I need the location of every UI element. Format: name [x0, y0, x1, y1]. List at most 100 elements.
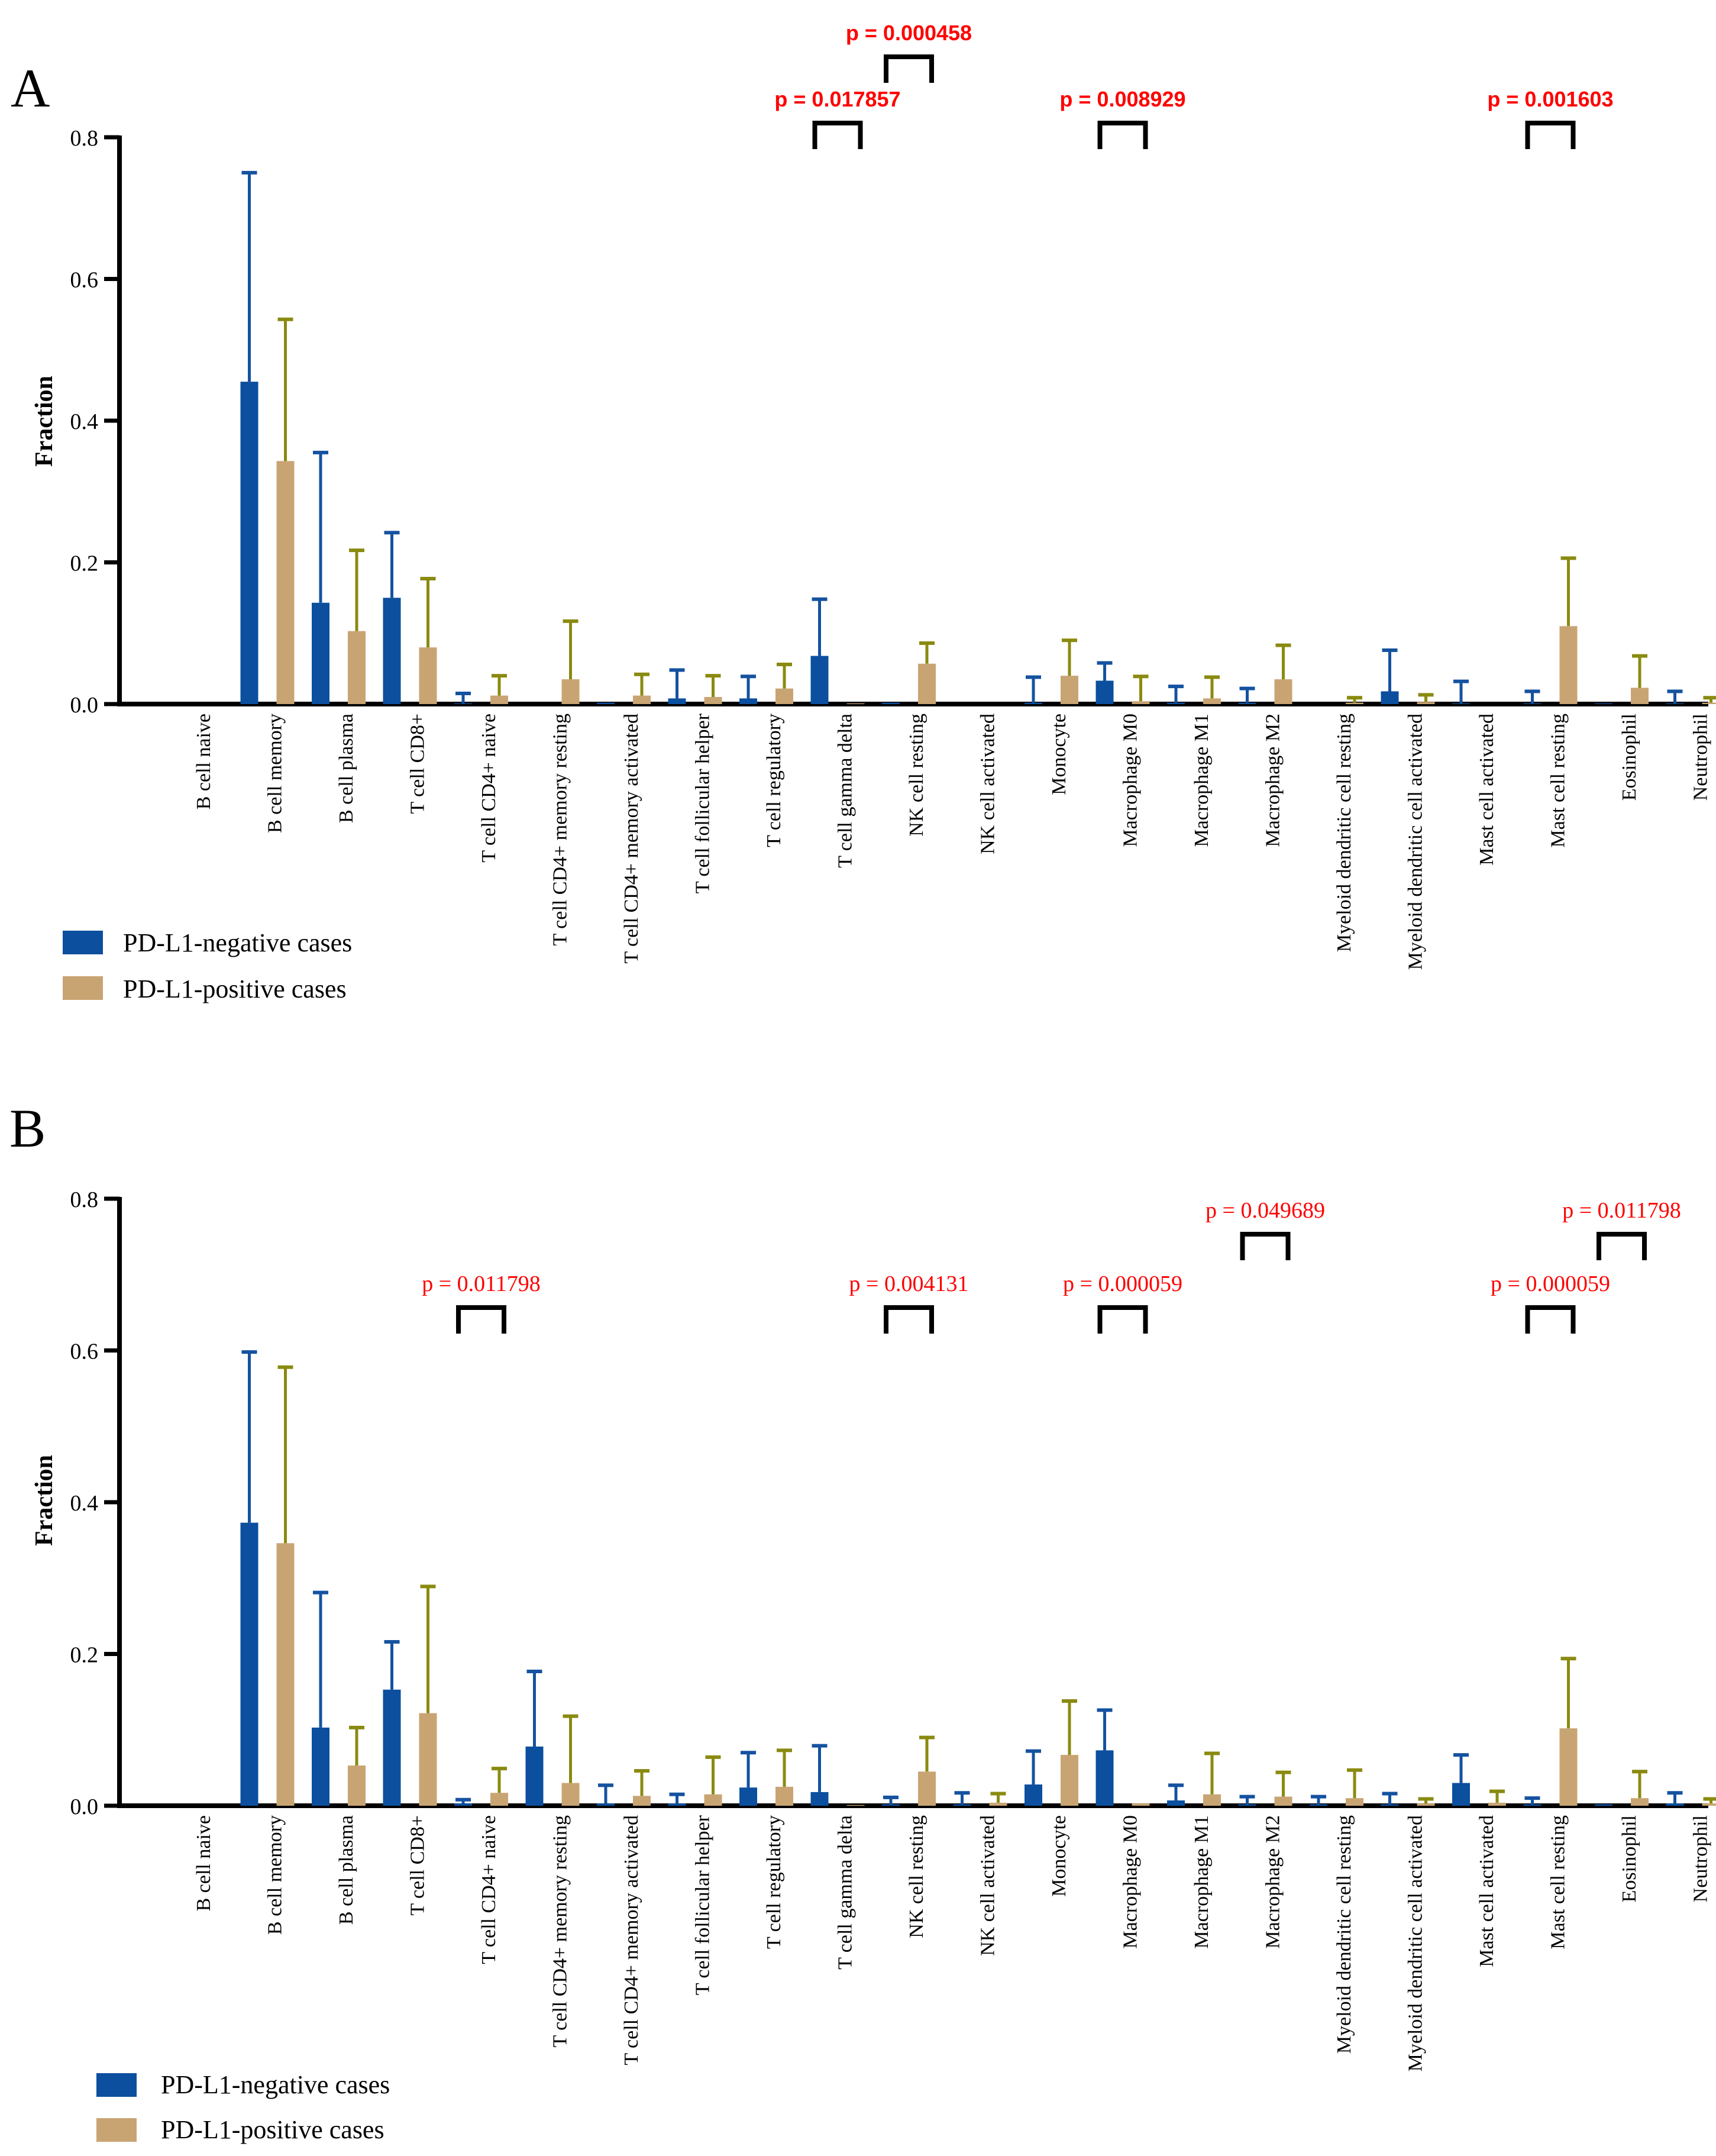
bar-negative	[739, 698, 757, 704]
bar-positive	[419, 1713, 437, 1806]
bar-positive	[989, 1802, 1007, 1806]
bar-negative	[1025, 1784, 1042, 1806]
p-value-label: p = 0.000458	[846, 21, 972, 45]
bar-negative	[525, 1746, 544, 1806]
panel-a: A Fraction 0.0 0.2 0.4 0.6 0.8 B cell naive B …	[11, 21, 1716, 1003]
bar-positive	[490, 1793, 508, 1806]
bar-negative	[1095, 1750, 1114, 1806]
x-tick-label: T cell CD4+ memory activated	[621, 714, 642, 964]
legend-label-positive-a: PD-L1-positive cases	[123, 974, 347, 1003]
x-tick-label: NK cell activated	[977, 1815, 999, 1956]
y-tick-label: 0.6	[70, 268, 99, 293]
significance-bracket	[884, 54, 934, 83]
bar-negative	[312, 602, 329, 704]
y-tick-label: 0.0	[70, 1794, 99, 1819]
x-tick-label: Mast cell activated	[1476, 1815, 1498, 1967]
bar-positive	[1132, 701, 1150, 704]
x-tick-label: Eosinophil	[1618, 714, 1640, 801]
bar-positive	[561, 679, 580, 704]
significance-bracket	[1097, 1305, 1148, 1334]
bar-positive	[1559, 626, 1578, 704]
y-axis-title-a: Fraction	[31, 376, 58, 467]
x-tick-label: Macrophage M0	[1120, 714, 1142, 847]
legend-swatch-positive-b	[96, 2118, 137, 2142]
bar-positive	[1417, 702, 1435, 704]
x-tick-label: Myeloid dendritic cell resting	[1333, 1815, 1355, 2054]
bar-negative	[1595, 703, 1612, 704]
bar-negative	[1452, 703, 1470, 704]
p-value-label: p = 0.000059	[1063, 1271, 1182, 1296]
bar-positive	[1417, 1803, 1435, 1806]
bar-negative	[1595, 1804, 1612, 1806]
panel-label-b: B	[9, 1098, 46, 1158]
bar-positive	[1132, 1803, 1150, 1806]
x-tick-label: B cell plasma	[335, 1815, 357, 1925]
x-tick-label: T cell follicular helper	[692, 713, 714, 893]
legend-a: PD-L1-negative cases PD-L1-positive case…	[63, 928, 352, 1003]
plot-b: 0.0 0.2 0.4 0.6 0.8 B cell naive B cell memory…	[70, 1187, 1716, 2071]
x-tick-label: Monocyte	[1048, 714, 1070, 795]
significance-bracket	[1097, 121, 1148, 149]
x-tick-label: T cell gamma delta	[835, 1815, 857, 1970]
bar-positive	[633, 1796, 651, 1806]
bar-negative	[810, 656, 829, 704]
p-value-label: p = 0.004131	[849, 1271, 969, 1296]
legend-swatch-positive-a	[63, 976, 103, 1000]
legend-label-negative-b: PD-L1-negative cases	[161, 2070, 390, 2099]
bar-positive	[1346, 702, 1363, 704]
x-tick-label: T cell gamma delta	[835, 714, 857, 868]
bar-positive	[1631, 688, 1649, 704]
panel-label-a: A	[11, 58, 50, 118]
bar-negative	[312, 1727, 329, 1806]
bar-negative	[1666, 1803, 1684, 1806]
x-tick-label: Eosinophil	[1618, 1815, 1640, 1902]
plot-a: 0.0 0.2 0.4 0.6 0.8 B cell naive B cell memory…	[70, 21, 1716, 970]
bar-positive	[633, 695, 651, 704]
x-tick-label: T cell CD4+ memory activated	[621, 1815, 642, 2065]
bar-negative	[597, 1803, 615, 1806]
y-tick-label: 0.8	[70, 126, 99, 151]
x-tick-label: B cell memory	[264, 1815, 286, 1935]
bar-positive	[1346, 1798, 1363, 1806]
bar-positive	[1702, 702, 1716, 704]
bar-positive	[704, 697, 722, 704]
y-tick-label: 0.6	[70, 1340, 99, 1364]
y-tick-label: 0.2	[70, 551, 99, 576]
x-tick-label: T cell follicular helper	[692, 1815, 714, 1995]
bar-negative	[1167, 1800, 1185, 1806]
bar-positive	[1274, 679, 1292, 704]
x-tick-label: T cell regulatory	[763, 1815, 785, 1949]
bar-positive	[1488, 1802, 1506, 1806]
bar-positive	[1631, 1798, 1649, 1806]
legend-label-negative-a: PD-L1-negative cases	[123, 928, 352, 957]
x-tick-label: Macrophage M1	[1191, 1815, 1213, 1949]
bar-negative	[882, 702, 900, 704]
bar-positive	[846, 703, 865, 704]
bar-negative	[383, 598, 401, 704]
x-tick-label: Myeloid dendritic cell resting	[1333, 714, 1355, 952]
significance-bracket	[1525, 1305, 1576, 1334]
bar-negative	[454, 703, 472, 704]
x-tick-label: Macrophage M2	[1262, 714, 1284, 847]
panel-b: B Fraction 0.0 0.2 0.4 0.6 0.8 B cell naive B …	[9, 1098, 1716, 2144]
significance-bracket	[1525, 121, 1576, 149]
bar-positive	[1702, 1803, 1716, 1806]
significance-bracket	[1240, 1232, 1291, 1260]
bar-negative	[668, 1803, 686, 1806]
bar-negative	[882, 1804, 900, 1806]
bar-negative	[1238, 702, 1256, 704]
bar-positive	[918, 663, 936, 704]
x-tick-label: Macrophage M0	[1120, 1815, 1142, 1949]
p-value-label: p = 0.000059	[1491, 1271, 1610, 1296]
x-tick-label: Mast cell activated	[1476, 714, 1498, 866]
bar-negative	[1523, 703, 1542, 704]
bar-positive	[1274, 1796, 1292, 1806]
x-tick-label: Myeloid dendritic cell activated	[1405, 714, 1427, 970]
bar-positive	[419, 647, 437, 704]
bar-negative	[1523, 1804, 1542, 1806]
x-tick-label: Monocyte	[1048, 1815, 1070, 1897]
bar-positive	[490, 695, 508, 704]
bar-negative	[240, 1522, 258, 1806]
legend-label-positive-b: PD-L1-positive cases	[161, 2115, 384, 2144]
significance-bracket	[456, 1305, 506, 1334]
